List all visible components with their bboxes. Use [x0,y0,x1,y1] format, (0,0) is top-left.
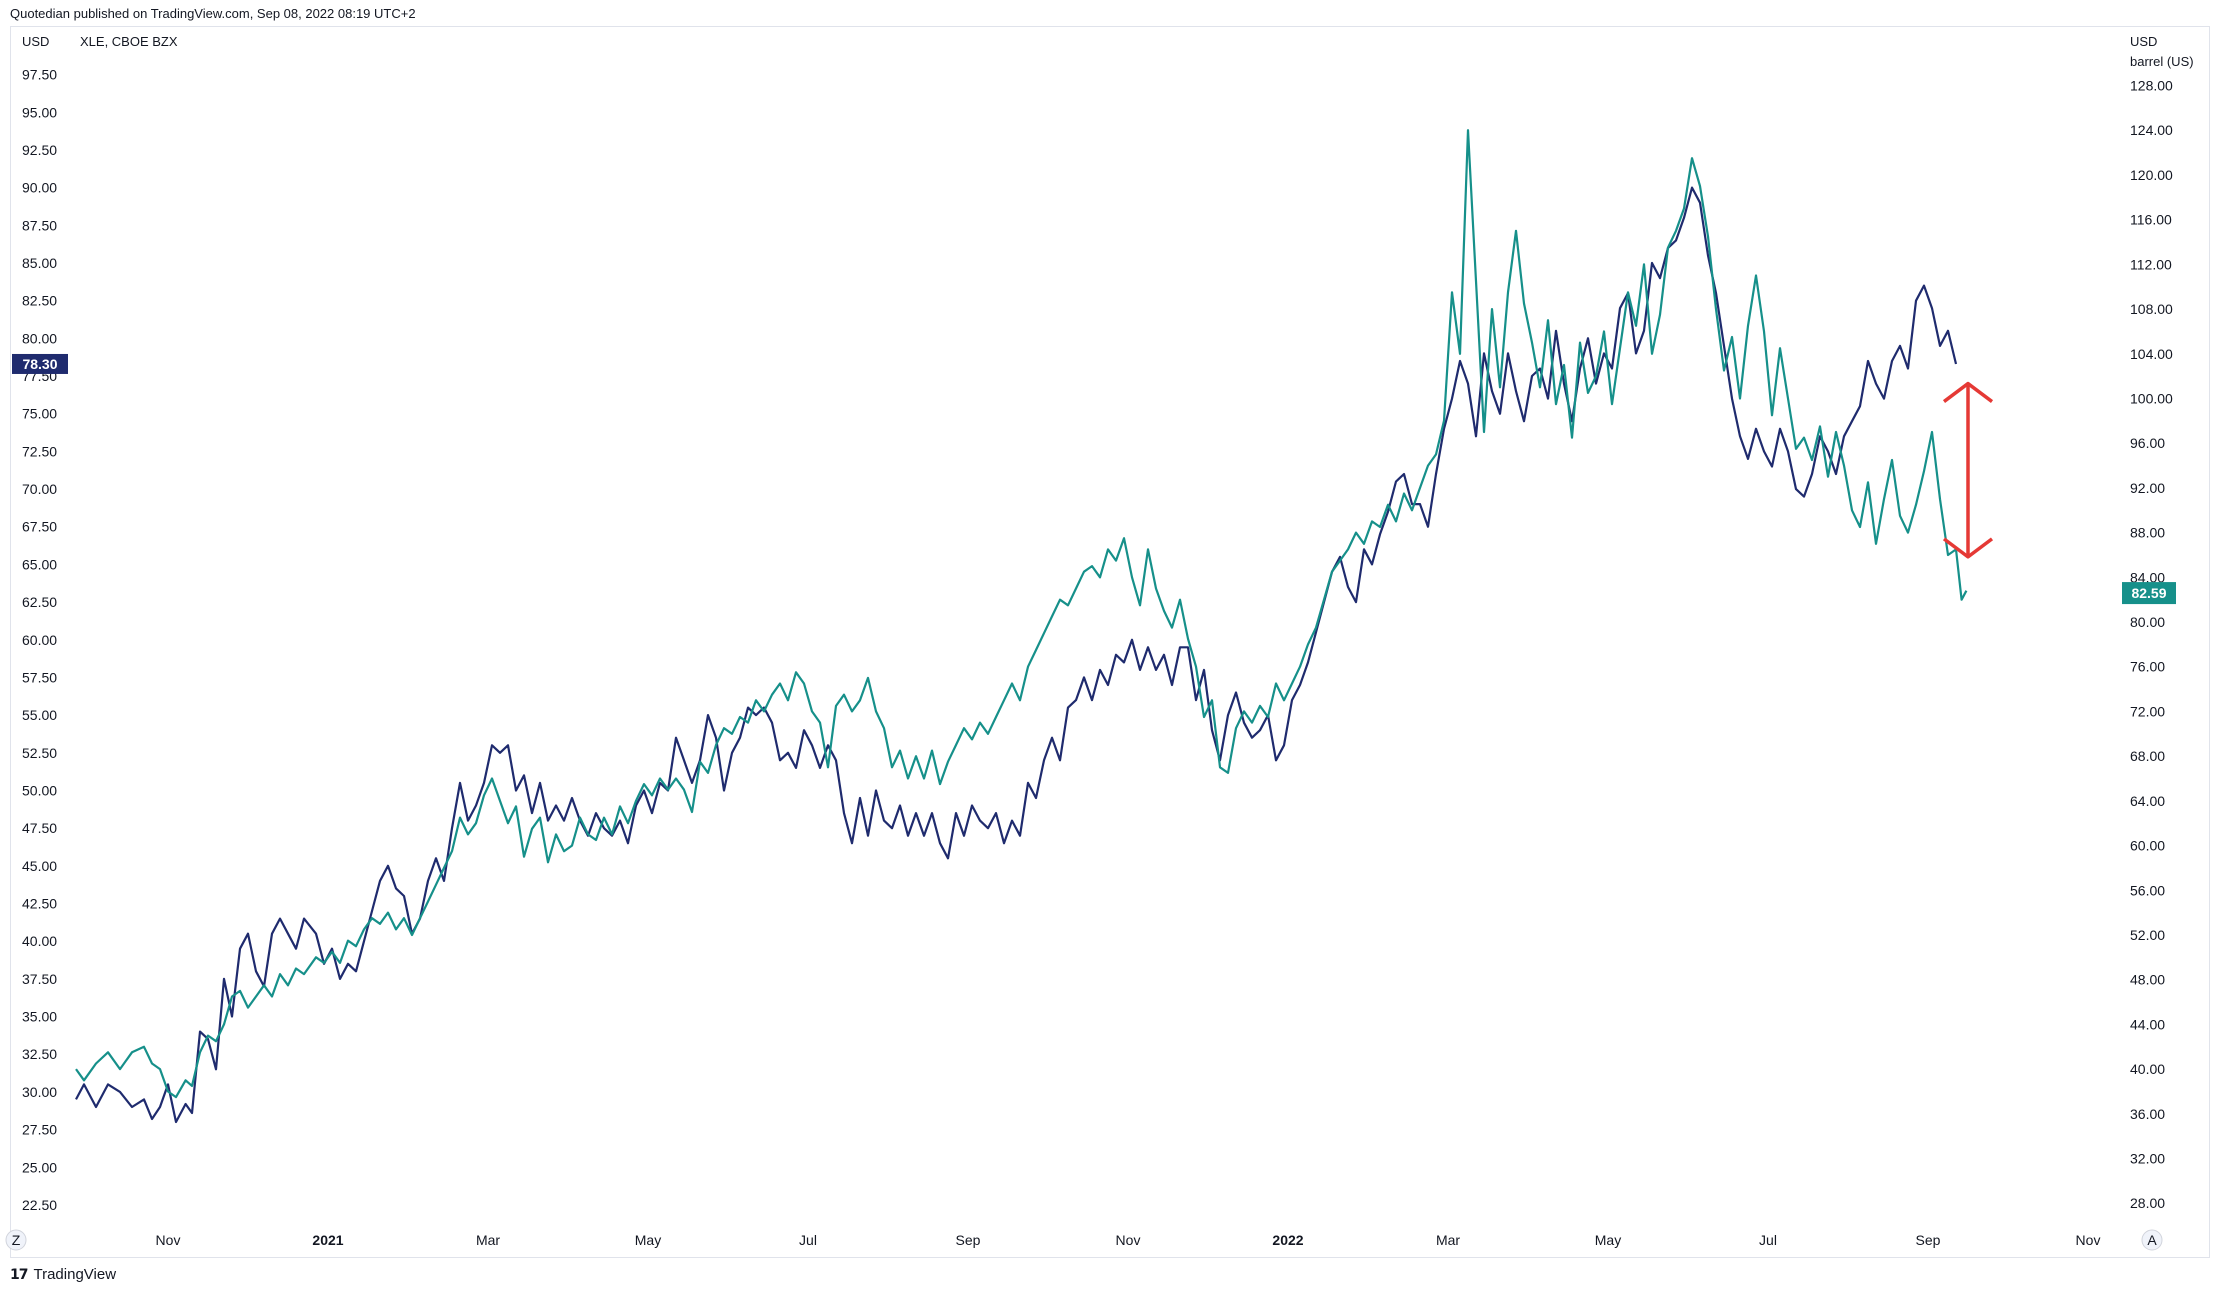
left-last-price-badge [12,353,68,374]
left-tick-label: 32.50 [22,1046,57,1062]
right-tick-label: 108.00 [2130,301,2173,317]
left-tick-label: 62.50 [22,594,57,610]
left-tick-label: 72.50 [22,443,57,459]
tradingview-footer: 𝟭𝟳 TradingView [10,1266,116,1283]
symbol-label: XLE, CBOE BZX [80,34,178,49]
axis-scale-button[interactable] [5,1229,27,1251]
time-tick-label: Jul [1759,1232,1777,1248]
tradingview-logo-icon: 𝟭𝟳 [10,1266,29,1282]
left-tick-label: 45.00 [22,858,57,874]
right-tick-label: 104.00 [2130,346,2173,362]
time-tick-label: Nov [2076,1232,2101,1248]
left-tick-label: 47.50 [22,820,57,836]
right-tick-label: 116.00 [2130,212,2172,228]
time-tick-label: Mar [476,1232,500,1248]
chart-frame [10,26,2210,1258]
left-tick-label: 60.00 [22,632,57,648]
time-tick-label: 2021 [312,1232,343,1248]
time-axis[interactable]: Z Nov 2021 Mar May Jul Sep Nov 2022 Mar May Jul Sep N… [5,1229,2163,1251]
right-tick-label: 32.00 [2130,1151,2165,1167]
left-tick-label: 55.00 [22,707,57,723]
right-tick-label: 84.00 [2130,569,2165,585]
left-tick-label: 22.50 [22,1197,57,1213]
right-tick-label: 124.00 [2130,122,2173,138]
right-tick-label: 36.00 [2130,1106,2165,1122]
left-tick-label: 70.00 [22,481,57,497]
left-tick-label: 40.00 [22,933,57,949]
right-tick-label: 92.00 [2130,480,2165,496]
left-tick-label: 25.00 [22,1159,57,1175]
axis-scale-button-label: A [2147,1232,2157,1248]
left-tick-label: 65.00 [22,556,57,572]
right-tick-label: 120.00 [2130,167,2173,183]
time-tick-label: Nov [156,1232,181,1248]
right-tick-label: 96.00 [2130,435,2165,451]
annotation-arrow-head-top [1942,381,1994,403]
right-tick-label: 88.00 [2130,525,2165,541]
left-tick-label: 57.50 [22,669,57,685]
left-axis-unit: USD [22,34,49,49]
plot-area [75,129,1994,1124]
left-tick-label: 90.00 [22,180,57,196]
right-tick-label: 68.00 [2130,748,2165,764]
time-tick-label: Nov [1116,1232,1141,1248]
right-tick-label: 128.00 [2130,78,2173,94]
left-last-price-label: 78.30 [22,356,57,372]
left-tick-label: 87.50 [22,217,57,233]
annotation-arrow-head-bottom [1942,537,1994,559]
right-tick-label: 40.00 [2130,1061,2165,1077]
xle-series-line [75,186,1958,1124]
left-tick-label: 80.00 [22,330,57,346]
tradingview-brand: TradingView [33,1266,117,1283]
right-axis-unit2: barrel (US) [2130,54,2194,69]
right-last-price-badge [2122,582,2176,605]
time-tick-label: Sep [1916,1232,1941,1248]
time-tick-label: Sep [956,1232,981,1248]
axis-scale-button[interactable] [2141,1229,2163,1251]
time-tick-label: May [1595,1232,1621,1248]
time-tick-label: 2022 [1272,1232,1303,1248]
left-tick-label: 42.50 [22,896,57,912]
left-tick-label: 82.50 [22,293,57,309]
right-tick-label: 112.00 [2130,256,2172,272]
right-tick-label: 64.00 [2130,793,2165,809]
left-tick-label: 37.50 [22,971,57,987]
left-tick-label: 85.00 [22,255,57,271]
left-tick-label: 52.50 [22,745,57,761]
left-tick-label: 30.00 [22,1084,57,1100]
crude-series-line [75,129,1968,1099]
right-tick-label: 28.00 [2130,1195,2165,1211]
left-tick-label: 95.00 [22,104,57,120]
left-tick-label: 97.50 [22,67,57,83]
left-tick-label: 50.00 [22,782,57,798]
right-tick-label: 48.00 [2130,972,2165,988]
right-tick-label: 100.00 [2130,390,2173,406]
right-last-price-label: 82.59 [2131,585,2166,601]
axis-scale-button-label: Z [12,1232,21,1248]
right-tick-label: 60.00 [2130,838,2165,854]
time-tick-label: Mar [1436,1232,1460,1248]
time-tick-label: Jul [799,1232,817,1248]
right-tick-label: 72.00 [2130,703,2165,719]
right-tick-label: 44.00 [2130,1016,2165,1032]
time-tick-label: May [635,1232,661,1248]
published-caption: Quotedian published on TradingView.com, … [10,6,416,21]
right-tick-label: 80.00 [2130,614,2165,630]
left-tick-label: 92.50 [22,142,57,158]
left-tick-label: 67.50 [22,519,57,535]
right-price-axis[interactable]: USD barrel (US) 128.00 124.00 120.00 116.00 11… [2130,34,2194,1211]
right-tick-label: 56.00 [2130,882,2165,898]
right-tick-label: 52.00 [2130,927,2165,943]
right-tick-label: 76.00 [2130,659,2165,675]
left-tick-label: 27.50 [22,1122,57,1138]
left-tick-label: 75.00 [22,406,57,422]
left-tick-label: 35.00 [22,1009,57,1025]
right-axis-unit: USD [2130,34,2157,49]
left-price-axis[interactable]: USD XLE, CBOE BZX 97.50 95.00 92.50 90.00 87.5… [22,34,178,1213]
price-labels: 78.30 82.59 [12,353,2176,605]
